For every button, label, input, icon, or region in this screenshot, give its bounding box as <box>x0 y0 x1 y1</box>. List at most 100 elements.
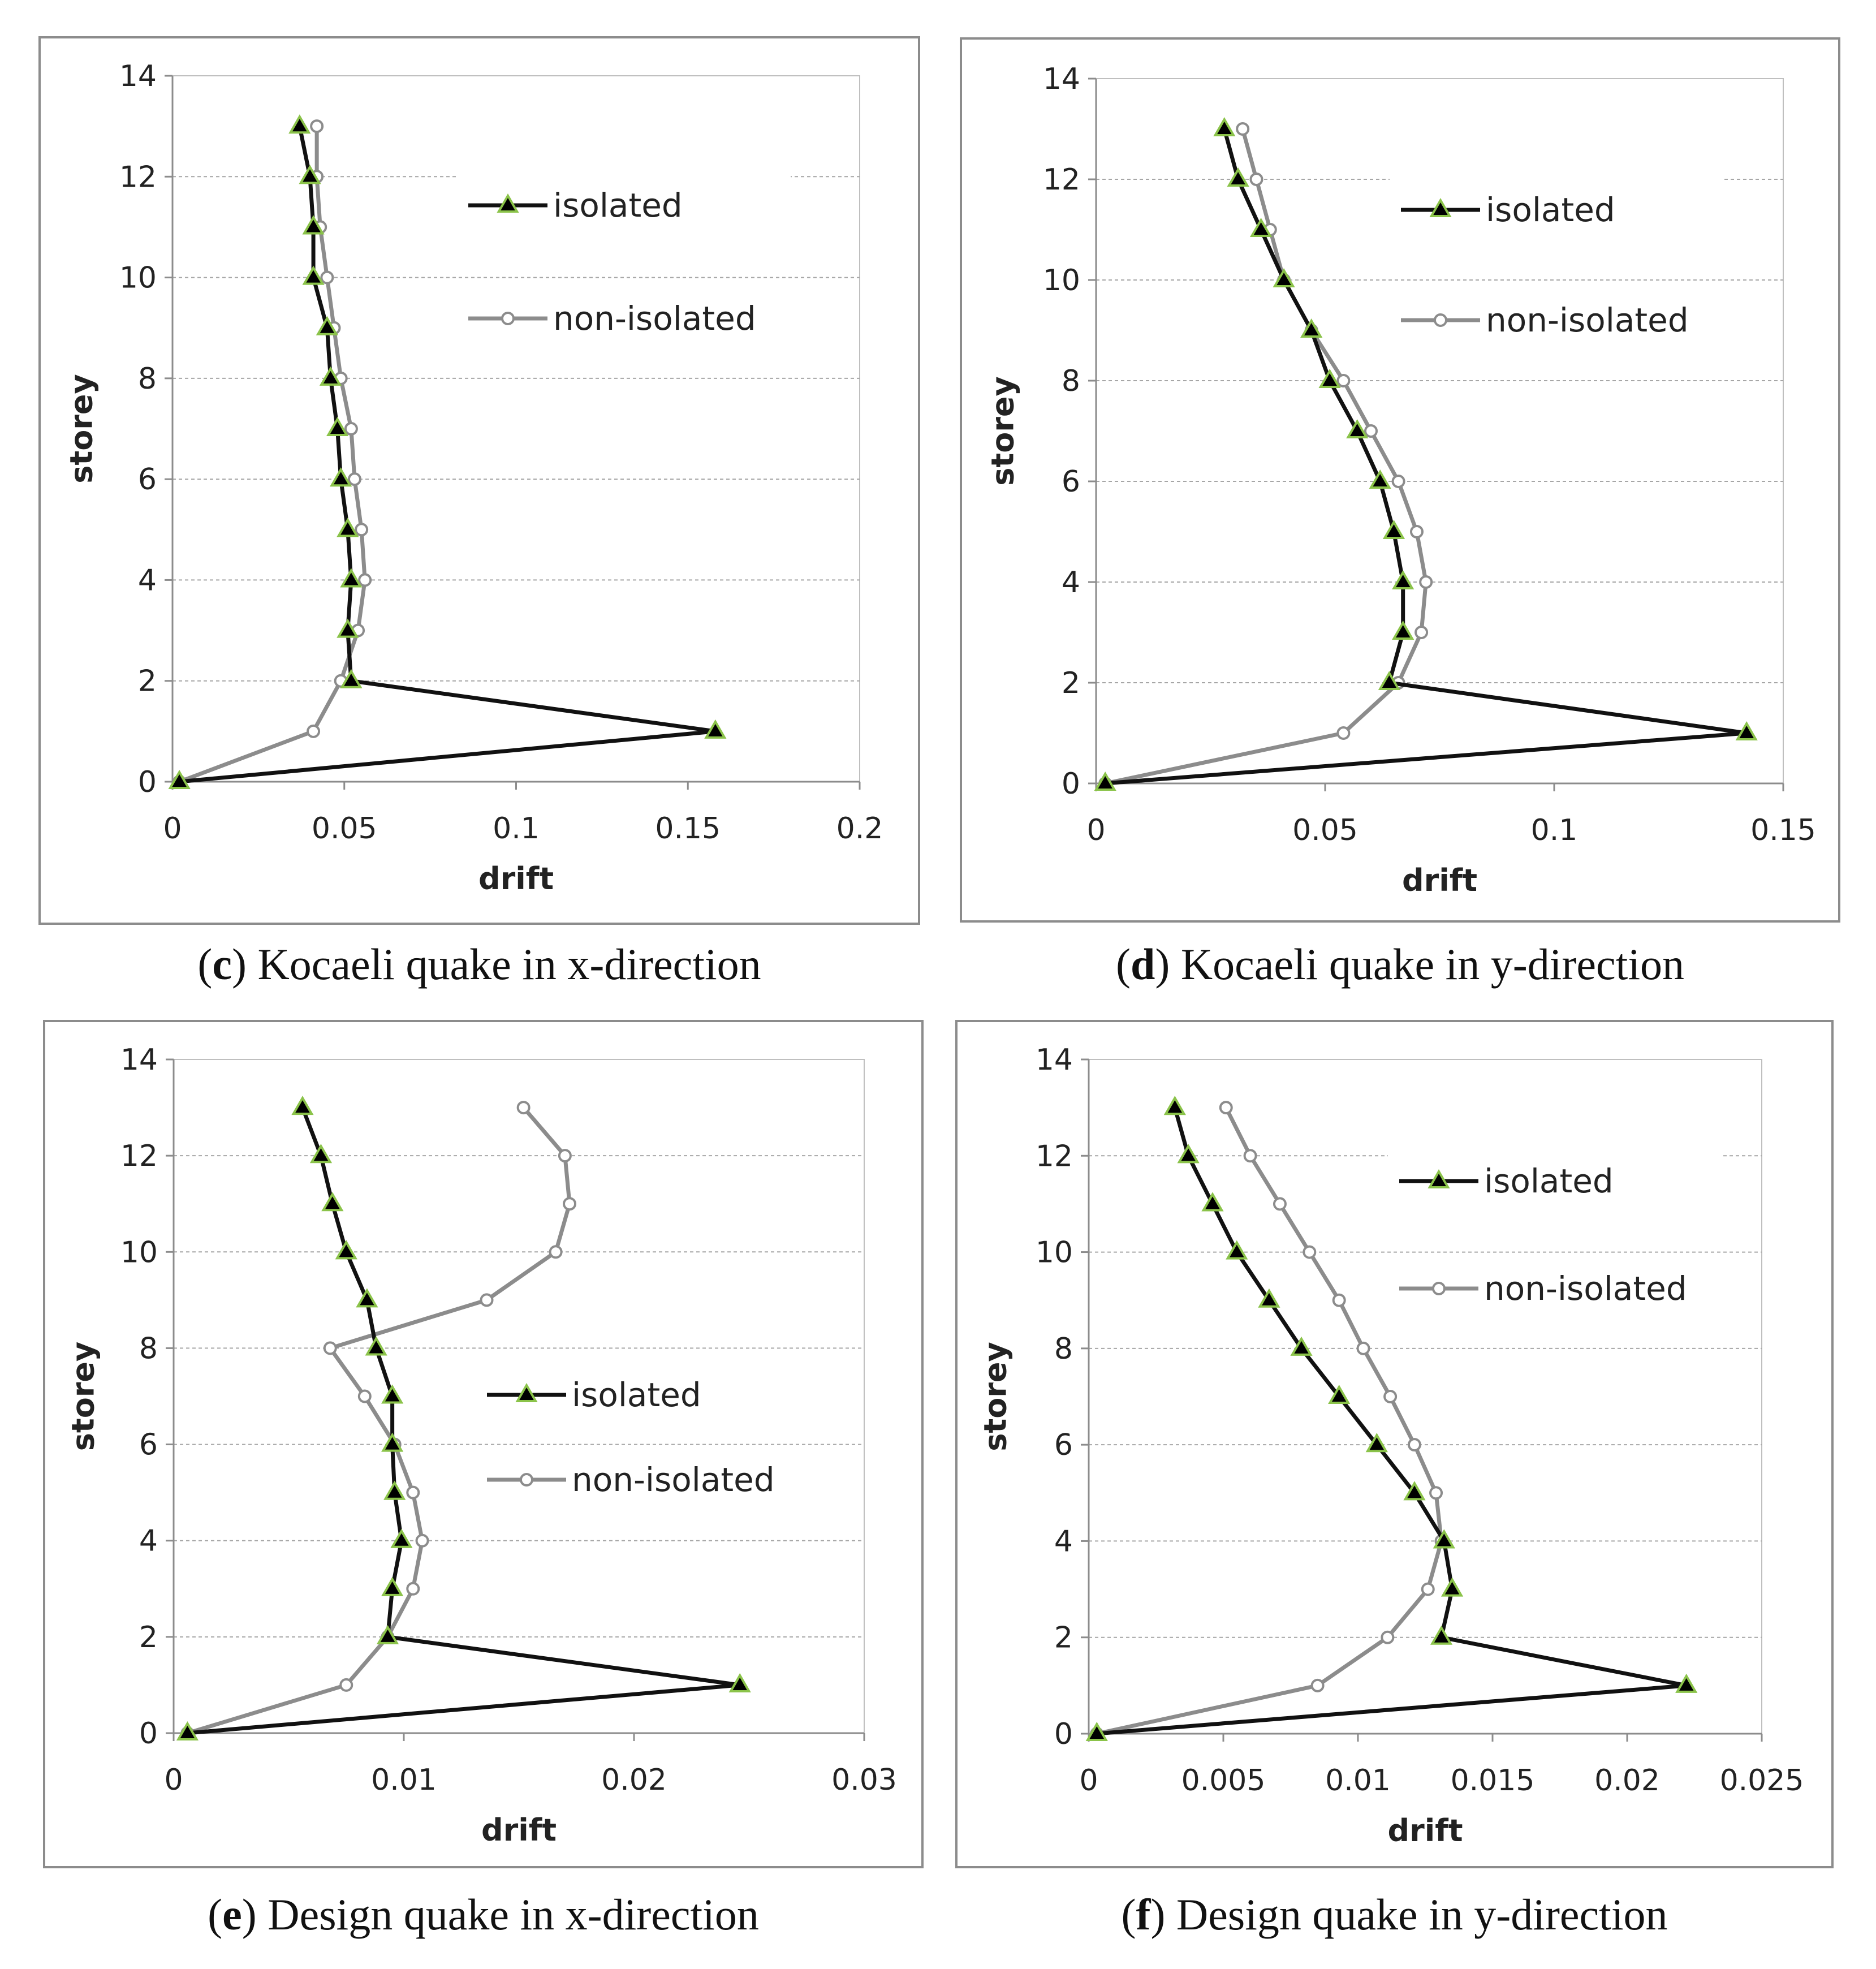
data-point <box>302 215 325 235</box>
data-point <box>291 1096 314 1115</box>
data-point <box>1381 1630 1395 1644</box>
y-axis-title: storey <box>64 374 100 484</box>
data-point <box>1365 1433 1388 1453</box>
data-point <box>288 114 311 134</box>
x-tick-label: 0.005 <box>1181 1764 1266 1798</box>
x-axis-title: drift <box>478 861 554 897</box>
y-tick-label: 4 <box>1054 1524 1073 1558</box>
x-tick-label: 0.01 <box>371 1763 437 1797</box>
data-point <box>1177 1144 1200 1164</box>
series-line <box>187 1106 572 1735</box>
series-isolated <box>1085 1096 1698 1742</box>
legend-marker-circle-icon <box>1434 313 1447 327</box>
y-tick-label: 2 <box>1062 666 1080 700</box>
x-tick-label: 0.15 <box>1750 813 1816 847</box>
x-tick-label: 0.05 <box>1292 813 1358 847</box>
x-tick-label: 0 <box>164 1763 183 1797</box>
x-tick-label: 0.15 <box>655 812 721 846</box>
data-point <box>326 416 349 437</box>
x-tick-label: 0.015 <box>1451 1764 1535 1798</box>
data-point <box>1163 1096 1186 1115</box>
legend-label: isolated <box>572 1376 701 1414</box>
data-point <box>321 1192 344 1212</box>
data-point <box>376 1625 399 1644</box>
caption-letter-f: f <box>1136 1890 1151 1939</box>
y-tick-label: 0 <box>1062 767 1080 801</box>
y-tick-label: 12 <box>120 1139 158 1173</box>
data-point <box>1403 1481 1426 1501</box>
data-point <box>365 1336 387 1356</box>
data-point <box>356 1288 378 1308</box>
data-point <box>1332 1293 1346 1307</box>
data-point <box>1383 1390 1398 1403</box>
data-point <box>1249 173 1263 186</box>
data-point <box>1441 1577 1464 1597</box>
data-point <box>1258 1288 1280 1308</box>
caption-text-d: Kocaeli quake in y-direction <box>1180 940 1684 989</box>
data-point <box>1336 726 1351 740</box>
data-point <box>1421 1582 1435 1596</box>
y-tick-label: 10 <box>119 261 157 295</box>
data-point <box>1430 1625 1453 1645</box>
y-tick-label: 14 <box>120 1043 158 1077</box>
data-point <box>383 1480 406 1500</box>
y-tick-label: 14 <box>1036 1043 1073 1077</box>
data-point <box>339 1678 353 1692</box>
data-point <box>1392 620 1414 640</box>
legend-marker-circle-icon <box>520 1473 533 1487</box>
chart-design-x: 0 2 4 6 8 10 12 14 0 0.01 0.02 0.03 drift storey isola… <box>66 1043 897 1848</box>
data-point <box>316 316 338 335</box>
legend-marker-triangle-icon <box>1428 1169 1450 1189</box>
y-tick-label: 14 <box>1043 62 1080 96</box>
data-point <box>558 1149 572 1163</box>
data-point <box>358 573 372 587</box>
y-tick-label: 4 <box>138 563 157 597</box>
x-tick-label: 0.03 <box>831 1763 897 1797</box>
data-point <box>1433 1529 1455 1549</box>
legend-label: non-isolated <box>1484 1269 1687 1308</box>
y-tick-label: 12 <box>119 160 157 194</box>
data-point <box>1318 368 1341 389</box>
data-point <box>1249 217 1273 238</box>
data-point <box>1094 771 1116 791</box>
data-point <box>1273 1197 1287 1211</box>
legend-label: non-isolated <box>1486 301 1689 339</box>
data-point <box>340 669 363 688</box>
series-line <box>178 126 367 784</box>
chart-kocaeli-x: 0 2 4 6 8 10 12 14 0 0.05 0.1 0.15 0.2 drift storey iso… <box>64 59 883 897</box>
data-point <box>1356 1341 1370 1355</box>
data-point <box>320 270 334 285</box>
y-tick-label: 2 <box>138 665 157 699</box>
data-point <box>1243 1149 1257 1163</box>
data-point <box>1419 575 1433 589</box>
legend: isolated non-isolated <box>1388 1147 1722 1320</box>
data-point <box>1407 1438 1421 1452</box>
legend-marker-triangle-icon <box>497 193 519 213</box>
data-point <box>1300 318 1323 338</box>
data-point <box>1201 1192 1224 1212</box>
data-point <box>1227 167 1249 187</box>
data-point <box>302 265 325 285</box>
data-point <box>480 1293 494 1307</box>
y-tick-label: 8 <box>139 1332 158 1365</box>
data-point <box>168 769 191 790</box>
data-point <box>309 1144 333 1164</box>
data-point <box>1303 1245 1317 1259</box>
data-point <box>1675 1673 1698 1693</box>
x-axis-title: drift <box>1402 863 1477 898</box>
legend-label: non-isolated <box>553 299 756 338</box>
legend-marker-circle-icon <box>1432 1282 1446 1295</box>
x-tick-label: 0.05 <box>312 812 377 846</box>
y-tick-label: 14 <box>119 59 157 93</box>
legend-label: isolated <box>553 186 683 225</box>
caption-letter-c: c <box>212 940 232 989</box>
y-tick-label: 0 <box>138 765 157 799</box>
data-point <box>1410 525 1424 538</box>
y-tick-label: 4 <box>139 1524 158 1558</box>
y-axis-title: storey <box>985 376 1021 486</box>
data-point <box>390 1528 413 1548</box>
series-line <box>1105 128 1428 786</box>
data-point <box>1391 475 1405 488</box>
x-axis-title: drift <box>1387 1813 1463 1849</box>
legend-marker-circle-icon <box>501 312 515 325</box>
